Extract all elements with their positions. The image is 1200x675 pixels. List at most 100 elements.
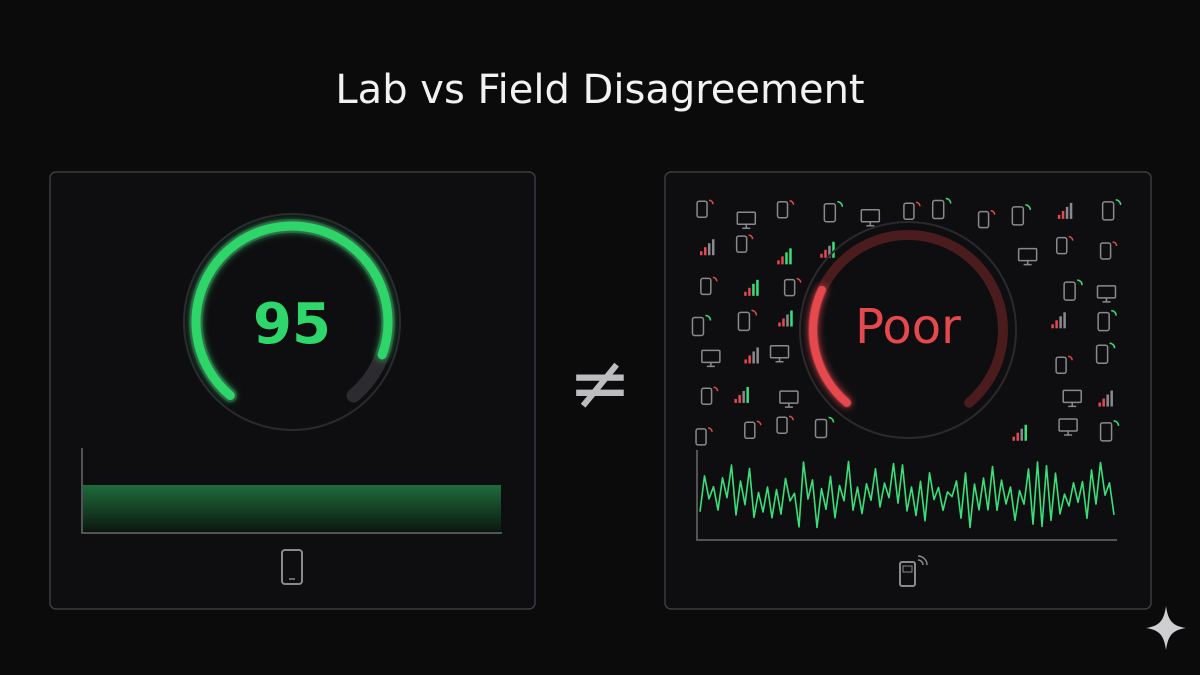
signal-bar <box>785 252 788 265</box>
stand <box>1068 402 1077 408</box>
device-icon <box>1011 204 1032 226</box>
stand <box>706 362 715 368</box>
signal-bar <box>711 239 715 256</box>
device-icon <box>700 276 718 296</box>
signal <box>713 386 719 392</box>
signal-bar <box>699 251 703 256</box>
feature-phone <box>735 235 748 253</box>
signal-bar <box>781 256 784 265</box>
field-rating: Poor <box>855 299 961 355</box>
phone <box>1097 311 1110 332</box>
gauge-arc <box>809 285 851 407</box>
device-icon <box>1095 342 1116 364</box>
device-icon <box>820 241 835 258</box>
signal <box>1109 342 1116 349</box>
device-icon <box>814 416 835 439</box>
field-gauge <box>799 221 1017 439</box>
lab-axis <box>81 448 502 534</box>
feature-phone <box>776 201 789 219</box>
signal <box>1067 355 1073 361</box>
device-icon <box>1062 389 1082 408</box>
feature-phone <box>1055 236 1068 255</box>
signal-bar <box>752 351 755 364</box>
stand <box>866 221 875 227</box>
sparkle <box>1146 606 1186 650</box>
device-icon <box>1055 235 1074 255</box>
signal-bar <box>1020 428 1024 441</box>
device-icon <box>695 427 713 446</box>
signal-bar <box>789 248 792 265</box>
lab-score: 95 <box>253 292 331 357</box>
stand <box>742 224 751 229</box>
signal-bar <box>1106 394 1109 407</box>
device-icon <box>700 386 719 405</box>
device-icon <box>931 197 952 220</box>
signal-bar <box>824 249 827 258</box>
signal <box>707 427 713 433</box>
signal-bar <box>828 245 831 258</box>
device-icon <box>744 279 759 296</box>
signal-bar <box>786 314 789 327</box>
signal <box>1115 199 1122 206</box>
device-icon <box>1058 418 1078 436</box>
signal-bar <box>1024 424 1028 441</box>
device-icon <box>777 248 792 265</box>
feature-phone <box>696 200 708 219</box>
signal-bar <box>820 253 823 258</box>
signal <box>748 234 754 240</box>
signal <box>1112 241 1118 247</box>
device-icon <box>744 347 759 364</box>
device-icon <box>736 211 757 229</box>
signal <box>1025 204 1032 211</box>
title: Lab vs Field Disagreement <box>335 67 864 113</box>
device-icon <box>1096 285 1117 303</box>
lab-bar <box>83 485 501 531</box>
signal-bar <box>748 287 751 296</box>
feature-phone <box>776 416 788 434</box>
feature-phone <box>700 387 713 405</box>
device-icon <box>734 386 749 403</box>
signal <box>789 200 795 205</box>
stand <box>775 357 784 363</box>
feature-phone <box>1099 242 1112 260</box>
stand <box>1102 297 1111 303</box>
device-icon <box>783 277 802 297</box>
device-icon <box>1101 199 1122 221</box>
device-icon <box>778 310 793 327</box>
signal-bar <box>1102 398 1105 407</box>
signal-bar <box>1016 432 1020 441</box>
signal-bar <box>1051 324 1054 329</box>
signal-bar <box>1012 436 1016 441</box>
signal <box>1111 309 1117 316</box>
phone <box>1011 206 1025 226</box>
feature-phone <box>1055 356 1067 374</box>
signal <box>712 276 718 282</box>
device-icon <box>696 199 714 219</box>
device-icon <box>1099 420 1120 442</box>
device-icon <box>1098 390 1113 407</box>
signal-bar <box>1057 214 1061 219</box>
gauge-ring-outer <box>799 221 1017 439</box>
feature-phone <box>977 210 990 229</box>
feature-phone <box>744 421 756 440</box>
signal <box>837 200 844 207</box>
device-icon <box>769 345 790 363</box>
device-icon <box>699 239 715 256</box>
signal-bar <box>752 283 755 296</box>
device-icon <box>701 349 721 368</box>
signal <box>945 197 952 204</box>
signal <box>828 416 835 423</box>
lab-gauge <box>183 213 401 431</box>
signal-bar <box>744 291 747 296</box>
signal <box>708 199 714 205</box>
device-icon <box>1017 247 1038 266</box>
feature-phone <box>700 277 712 296</box>
device-cloud <box>691 197 1122 446</box>
feature-phone <box>695 428 707 446</box>
device-icon <box>737 309 758 332</box>
phone <box>814 418 828 439</box>
phone <box>691 316 705 337</box>
device-icon <box>744 420 762 440</box>
